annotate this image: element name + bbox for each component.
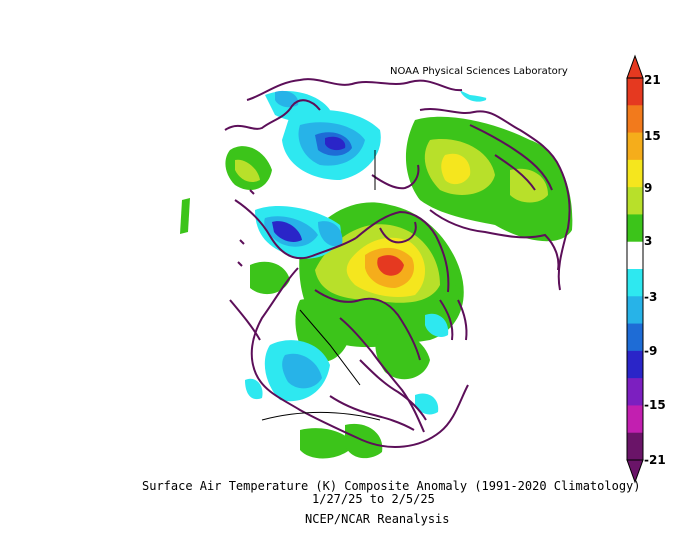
anomaly-region xyxy=(272,221,302,243)
anomaly-region xyxy=(325,136,346,151)
coastline xyxy=(339,317,425,433)
colorbar-cell xyxy=(627,378,643,406)
coastline xyxy=(429,209,560,271)
colorbar-cell xyxy=(627,432,643,461)
coastline xyxy=(246,78,463,101)
colorbar-cell xyxy=(627,405,643,434)
colorbar-cell xyxy=(627,323,643,352)
colorbar-cell xyxy=(627,132,643,161)
colorbar-cell xyxy=(627,269,643,297)
coastline xyxy=(379,221,417,244)
colorbar-cell xyxy=(627,241,643,270)
coastline xyxy=(237,189,255,267)
colorbar-top-arrow xyxy=(626,54,644,79)
colorbar-cell xyxy=(627,350,643,379)
coastline xyxy=(329,395,415,431)
colorbar-cell xyxy=(627,78,643,106)
colorbar-tick-label: -15 xyxy=(644,398,666,412)
credit-label: NOAA Physical Sciences Laboratory xyxy=(390,66,568,77)
anomaly-region xyxy=(510,168,548,203)
colorbar-cell xyxy=(627,214,643,243)
border-line xyxy=(261,412,381,421)
title-line-2: 1/27/25 to 2/5/25 xyxy=(312,492,435,506)
coastline xyxy=(314,289,421,361)
colorbar-tick-label: 21 xyxy=(644,73,661,87)
anomaly-region xyxy=(415,393,439,415)
coastline xyxy=(359,359,427,421)
colorbar-cell xyxy=(627,187,643,215)
anomaly-region xyxy=(275,90,299,108)
anomaly-region xyxy=(440,283,463,304)
anomaly-region xyxy=(282,353,322,389)
anomaly-region xyxy=(318,221,343,247)
colorbar-tick-label: -21 xyxy=(644,453,666,467)
anomaly-region xyxy=(250,261,290,295)
anomaly-field xyxy=(213,75,580,462)
borders xyxy=(261,150,381,421)
title-line-3: NCEP/NCAR Reanalysis xyxy=(305,512,450,526)
anomaly-region xyxy=(245,378,263,400)
colorbar-tick-label: 3 xyxy=(644,234,653,248)
colorbar-tick-label: 9 xyxy=(644,181,653,195)
anomaly-region xyxy=(441,153,471,185)
coastlines xyxy=(224,78,571,448)
coastline xyxy=(234,199,357,260)
coastline xyxy=(250,267,469,448)
anomaly-region xyxy=(300,428,355,459)
colorbar-cells xyxy=(627,78,643,461)
anomaly-region xyxy=(235,159,260,182)
coastline xyxy=(355,210,450,293)
colorbar-cell xyxy=(627,296,643,325)
colorbar-tick-label: 15 xyxy=(644,129,661,143)
colorbar-tick-label: -9 xyxy=(644,344,658,358)
coastline xyxy=(224,99,321,131)
colorbar-cell xyxy=(627,159,643,188)
colorbar-cell xyxy=(627,105,643,134)
anomaly-region xyxy=(377,255,404,276)
coastline xyxy=(371,164,420,190)
anomaly-region xyxy=(375,329,430,380)
coastline xyxy=(469,124,553,191)
colorbar xyxy=(618,48,698,488)
border-line xyxy=(299,309,361,386)
coastline xyxy=(439,299,468,341)
coastline xyxy=(419,108,571,291)
anomaly-region xyxy=(180,198,190,234)
anomaly-region xyxy=(425,313,449,337)
title-line-1: Surface Air Temperature (K) Composite An… xyxy=(142,479,641,493)
colorbar-tick-label: -3 xyxy=(644,290,658,304)
coastline xyxy=(229,299,261,341)
